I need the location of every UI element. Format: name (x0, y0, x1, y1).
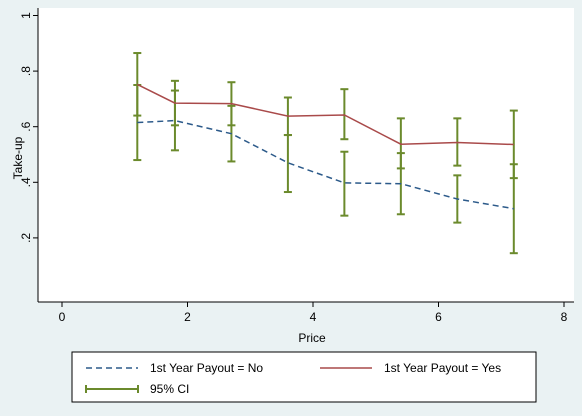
y-ticks: .2 .4 .6 .8 1 (19, 12, 38, 243)
legend: 1st Year Payout = No 1st Year Payout = Y… (71, 351, 537, 403)
ci-bar (340, 88, 349, 141)
y-tick-label: .4 (19, 177, 33, 187)
series-line-payout-no (137, 119, 514, 210)
x-tick-label: 8 (561, 310, 568, 324)
x-axis-title: Price (298, 331, 326, 345)
legend-label-ci: 95% CI (150, 382, 189, 396)
legend-label-no: 1st Year Payout = No (150, 361, 263, 375)
legend-label-yes: 1st Year Payout = Yes (384, 361, 501, 375)
y-tick-label: .2 (19, 233, 33, 243)
x-tick-label: 0 (59, 310, 66, 324)
y-tick-label: .6 (19, 121, 33, 131)
legend-box (71, 351, 537, 403)
plot-area (38, 8, 574, 302)
y-tick-label: .8 (19, 66, 33, 76)
series-lines (136, 83, 514, 210)
x-tick-label: 4 (310, 310, 317, 324)
x-ticks: 0 2 4 6 8 (59, 302, 568, 324)
ci-bar (133, 52, 142, 117)
y-axis-title: Take-up (11, 136, 25, 179)
ci-bar (340, 150, 349, 217)
series-line-payout-yes (136, 83, 514, 146)
y-tick-label: 1 (19, 12, 33, 19)
x-tick-label: 6 (435, 310, 442, 324)
x-tick-label: 2 (184, 310, 191, 324)
